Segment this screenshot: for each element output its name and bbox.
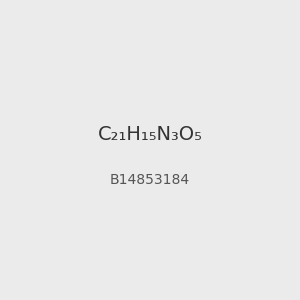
Text: B14853184: B14853184 [110, 173, 190, 187]
Text: C₂₁H₁₅N₃O₅: C₂₁H₁₅N₃O₅ [98, 125, 202, 145]
